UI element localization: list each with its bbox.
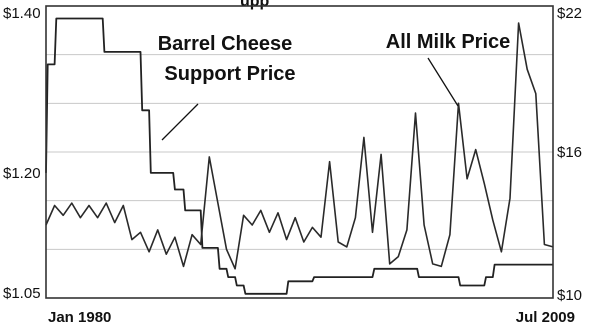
right-tick-label: $10 <box>557 287 582 304</box>
left-axis-ticks: $1.40 $1.20 $1.05 <box>3 5 41 302</box>
right-tick-label: $16 <box>557 144 582 161</box>
right-axis-ticks: $22 $16 $10 <box>557 5 582 304</box>
left-tick-label: $1.05 <box>3 285 41 302</box>
right-tick-label: $22 <box>557 5 582 22</box>
x-tick-label: Jan 1980 <box>48 309 111 326</box>
chart-title-fragment: upp <box>240 0 270 10</box>
x-tick-label: Jul 2009 <box>516 309 575 326</box>
left-tick-label: $1.20 <box>3 165 41 182</box>
milk-label-leader <box>427 57 459 107</box>
milk-series-label: All Milk Price <box>386 31 511 53</box>
cheese-series-label-line2: Support Price <box>164 63 295 85</box>
gridlines <box>46 54 553 250</box>
left-tick-label: $1.40 <box>3 5 41 22</box>
x-axis-ticks: Jan 1980 Jul 2009 <box>48 309 575 326</box>
series-line-cheese-support-price <box>45 17 553 295</box>
cheese-series-label-line1: Barrel Cheese <box>158 33 293 55</box>
series-line-all-milk-price <box>45 22 554 270</box>
series-layer <box>45 17 554 295</box>
plot-frame <box>45 5 554 299</box>
cheese-label-leader <box>161 103 199 141</box>
